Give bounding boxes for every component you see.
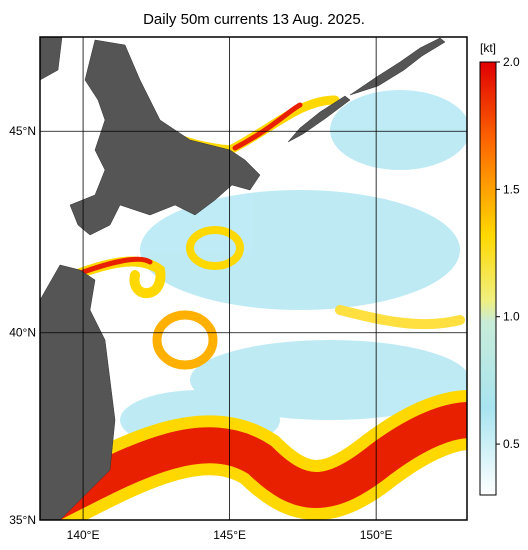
lat-tick-label: 35°N [9,513,36,527]
colorbar-tick-label: 1.0 [503,310,520,324]
colorbar-tick-label: 0.5 [503,437,520,451]
colorbar-tick-label: 2.0 [503,55,520,69]
colorbar [479,61,497,496]
lat-tick-label: 45°N [9,124,36,138]
map-area [40,37,467,520]
map-title: Daily 50m currents 13 Aug. 2025. [143,11,365,28]
lat-tick-label: 40°N [9,326,36,340]
lon-tick-label: 150°E [360,528,393,542]
current-shading [120,90,467,450]
current-streams [40,90,467,520]
lon-tick-label: 145°E [213,528,246,542]
land [40,37,446,520]
lon-tick-label: 140°E [67,528,100,542]
colorbar-tick-label: 1.5 [503,182,520,196]
colorbar-unit: [kt] [480,41,496,55]
